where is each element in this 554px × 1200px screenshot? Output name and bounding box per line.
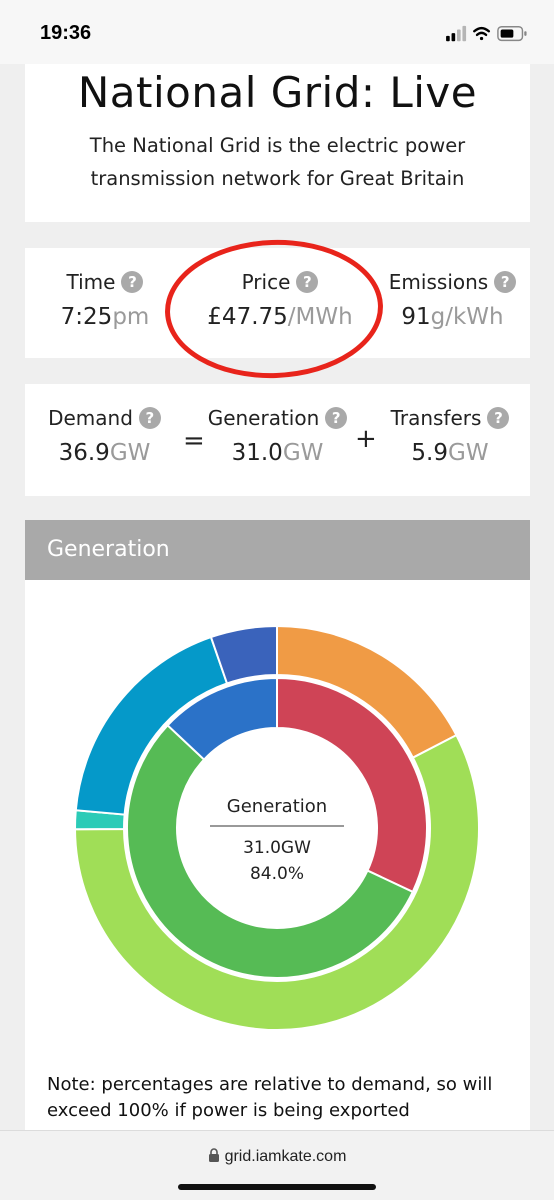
- title-card: National Grid: Live The National Grid is…: [25, 64, 530, 222]
- donut-center-percent: 84.0%: [250, 864, 304, 884]
- price-unit: /MWh: [287, 304, 353, 330]
- outer-ring-slice-4[interactable]: [209, 624, 278, 685]
- generation-panel: Generation Generation 31.0GW 84.0% Note:…: [25, 520, 530, 1160]
- transfers-unit: GW: [448, 440, 489, 466]
- generation-label: Generation: [207, 406, 320, 430]
- metrics-card: Time? 7:25pm Price? £47.75/MWh Emissions…: [25, 248, 530, 358]
- emissions-value: 91: [401, 304, 431, 330]
- donut-center-value: 31.0GW: [243, 838, 311, 858]
- transfers-help-icon[interactable]: ?: [487, 407, 510, 429]
- page-title: National Grid: Live: [77, 68, 478, 117]
- transfers-value: 5.9: [411, 440, 448, 466]
- time-unit: pm: [112, 304, 150, 330]
- price-help-icon[interactable]: ?: [296, 271, 319, 293]
- equals-sign: =: [183, 426, 205, 456]
- demand-value: 36.9: [58, 440, 110, 466]
- time-value: 7:25: [60, 304, 113, 330]
- status-time: 19:36: [40, 22, 92, 44]
- metric-emissions: Emissions? 91g/kWh: [380, 270, 525, 330]
- plus-sign: +: [355, 424, 377, 454]
- home-indicator: [178, 1184, 376, 1190]
- price-label: Price: [241, 270, 291, 294]
- status-bar: 19:36: [0, 0, 554, 64]
- metric-generation: Generation? 31.0GW: [200, 406, 355, 466]
- metric-price: Price? £47.75/MWh: [185, 270, 375, 330]
- donut-center-label: Generation: [227, 796, 327, 817]
- balance-card: Demand? 36.9GW = Generation? 31.0GW + Tr…: [25, 384, 530, 496]
- demand-label: Demand: [48, 406, 133, 430]
- subtitle-line-2: transmission network for Great Britain: [90, 167, 465, 190]
- time-help-icon[interactable]: ?: [121, 271, 144, 293]
- emissions-help-icon[interactable]: ?: [494, 271, 517, 293]
- transfers-label: Transfers: [390, 406, 482, 430]
- metric-demand: Demand? 36.9GW: [37, 406, 172, 466]
- battery-icon: [497, 26, 527, 42]
- generation-donut-chart: Generation 31.0GW 84.0%: [73, 624, 480, 1031]
- emissions-unit: g/kWh: [430, 304, 504, 330]
- url-text: grid.iamkate.com: [224, 1148, 347, 1165]
- wifi-icon: [473, 26, 490, 41]
- metric-time: Time? 7:25pm: [45, 270, 165, 330]
- generation-help-icon[interactable]: ?: [325, 407, 348, 429]
- generation-value: 31.0: [231, 440, 283, 466]
- url-display[interactable]: grid.iamkate.com: [0, 1148, 554, 1166]
- page-subtitle: The National Grid is the electric power …: [25, 129, 530, 195]
- donut-center: [177, 728, 377, 928]
- emissions-label: Emissions: [388, 270, 489, 294]
- demand-help-icon[interactable]: ?: [138, 407, 161, 429]
- subtitle-line-1: The National Grid is the electric power: [89, 134, 466, 157]
- metric-transfers: Transfers? 5.9GW: [380, 406, 520, 466]
- lock-icon: [208, 1148, 219, 1162]
- generation-panel-header[interactable]: Generation: [25, 520, 530, 580]
- price-value: £47.75: [207, 304, 288, 330]
- demand-unit: GW: [109, 440, 151, 466]
- percentage-note: Note: percentages are relative to demand…: [47, 1074, 493, 1121]
- time-label: Time: [66, 270, 116, 294]
- outer-ring-slice-1[interactable]: [73, 733, 480, 1031]
- status-icons: [446, 25, 527, 42]
- generation-unit: GW: [282, 440, 324, 466]
- cellular-signal-icon: [446, 25, 467, 42]
